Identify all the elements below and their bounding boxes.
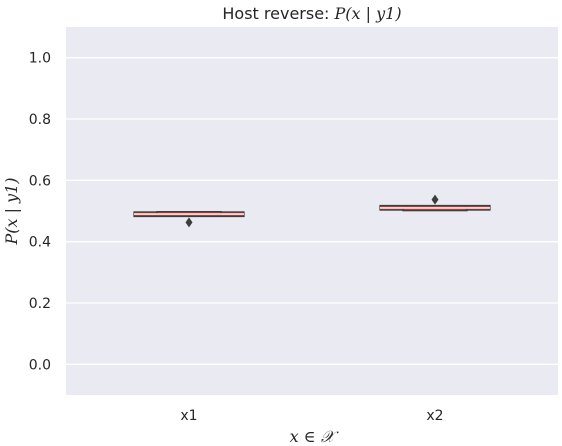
y-tick-labels: 0.0 0.2 0.4 0.6 0.8 1.0 <box>29 51 51 374</box>
grid-lines <box>66 57 558 365</box>
y-tick-label: 0.4 <box>29 235 51 251</box>
x-tick-label: x1 <box>180 408 197 424</box>
y-tick-label: 1.0 <box>29 51 51 67</box>
outlier-point <box>431 194 439 205</box>
x-tick-label: x2 <box>426 408 443 424</box>
outlier-point <box>185 217 193 228</box>
plot-area <box>66 27 558 395</box>
x-tick-labels: x1 x2 <box>180 408 443 424</box>
y-axis-label: P(x | y1) <box>2 177 21 245</box>
chart-title: Host reverse: P(x | y1) <box>222 4 401 23</box>
box-x2 <box>379 194 491 212</box>
y-tick-label: 0.0 <box>29 357 51 373</box>
boxes <box>133 194 491 228</box>
x-axis-label: x ∈ 𝒳 <box>290 427 340 446</box>
y-tick-label: 0.6 <box>29 173 51 189</box>
y-tick-label: 0.8 <box>29 112 51 128</box>
box-x1 <box>133 211 245 228</box>
y-tick-label: 0.2 <box>29 296 51 312</box>
